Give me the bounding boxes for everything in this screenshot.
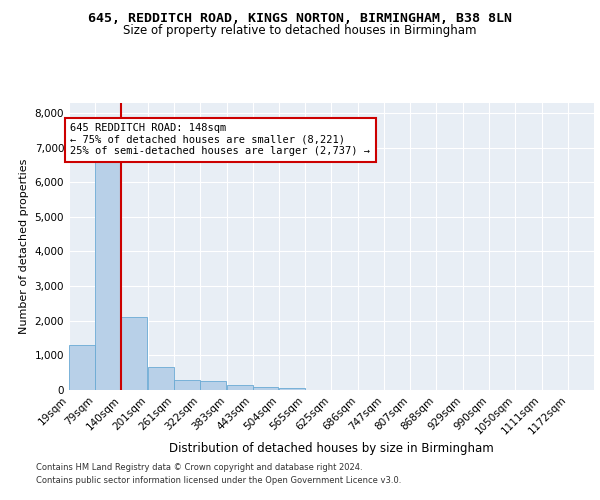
Bar [200, 382, 226, 390]
Text: Contains HM Land Registry data © Crown copyright and database right 2024.: Contains HM Land Registry data © Crown c… [36, 464, 362, 472]
Text: 645, REDDITCH ROAD, KINGS NORTON, BIRMINGHAM, B38 8LN: 645, REDDITCH ROAD, KINGS NORTON, BIRMIN… [88, 12, 512, 26]
Text: 645 REDDITCH ROAD: 148sqm
← 75% of detached houses are smaller (8,221)
25% of se: 645 REDDITCH ROAD: 148sqm ← 75% of detac… [70, 124, 370, 156]
Bar [121, 318, 148, 390]
Bar [95, 162, 121, 390]
X-axis label: Distribution of detached houses by size in Birmingham: Distribution of detached houses by size … [169, 442, 494, 455]
Bar [253, 387, 278, 390]
Bar [148, 368, 174, 390]
Text: Size of property relative to detached houses in Birmingham: Size of property relative to detached ho… [123, 24, 477, 37]
Y-axis label: Number of detached properties: Number of detached properties [19, 158, 29, 334]
Bar [279, 388, 305, 390]
Bar [69, 345, 95, 390]
Bar [174, 380, 200, 390]
Text: Contains public sector information licensed under the Open Government Licence v3: Contains public sector information licen… [36, 476, 401, 485]
Bar [227, 386, 253, 390]
